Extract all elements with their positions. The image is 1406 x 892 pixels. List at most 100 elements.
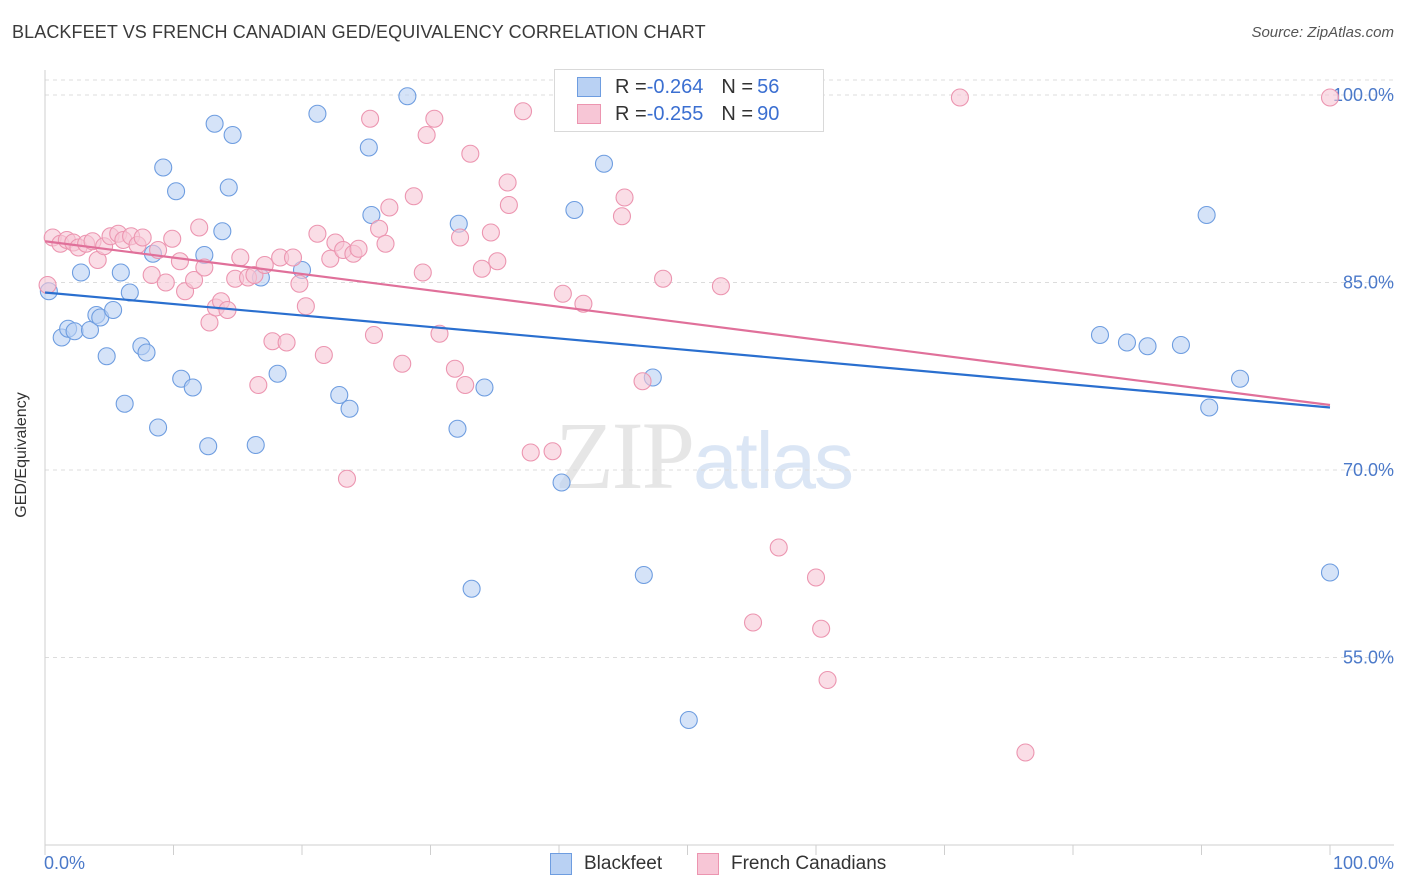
french-canadians-point	[249, 375, 268, 395]
y-axis-label: GED/Equivalency	[13, 392, 30, 518]
blackfeet-point	[223, 125, 242, 145]
blackfeet-point	[1197, 205, 1216, 225]
french-canadians-point	[190, 218, 209, 237]
blackfeet-point	[330, 385, 349, 405]
blackfeet-legend-label: Blackfeet	[584, 853, 663, 874]
y-tick-label: 55.0%	[1343, 648, 1394, 668]
french-canadians-point	[370, 219, 389, 238]
french-canadians-point	[425, 109, 444, 128]
x-tick-label-min: 0.0%	[44, 853, 85, 873]
blackfeet-point	[594, 154, 614, 173]
blackfeet-point	[565, 200, 584, 220]
legend-r-label: R =	[615, 102, 647, 125]
french-canadians-point	[314, 345, 333, 365]
french-canadians-point	[812, 619, 831, 638]
french-canadians-trendline	[44, 240, 1331, 407]
legend-r-value: -0.255	[646, 102, 704, 125]
french-canadians-point	[950, 88, 969, 107]
watermark-atlas: atlas	[693, 416, 854, 505]
blackfeet-point	[199, 437, 218, 456]
blackfeet-point	[115, 394, 134, 413]
legend-n-label: N =	[721, 102, 754, 125]
french-canadians-legend-label: French Canadians	[731, 853, 887, 874]
bottom-legend-blackfeet: Blackfeet	[550, 851, 662, 877]
legend-row-french-canadians: R = -0.255 N = 90	[577, 101, 779, 127]
y-tick-label: 85.0%	[1343, 273, 1394, 293]
french-canadians-point	[553, 284, 572, 303]
blackfeet-point	[475, 378, 494, 397]
blackfeet-point	[1200, 398, 1219, 417]
watermark-zip: ZIP	[555, 402, 695, 509]
french-canadians-point	[321, 249, 340, 268]
blackfeet-point	[552, 473, 571, 492]
french-canadians-point	[461, 144, 480, 163]
blackfeet-point	[111, 263, 130, 282]
blackfeet-point	[359, 138, 378, 157]
y-tick-label: 100.0%	[1333, 85, 1394, 105]
source-label: Source: ZipAtlas.com	[1251, 24, 1394, 41]
legend-row-blackfeet: R = -0.264 N = 56	[577, 74, 779, 100]
blackfeet-point	[340, 399, 359, 418]
legend-n-value: 56	[757, 75, 780, 98]
blackfeet-point	[1171, 335, 1190, 355]
blackfeet-point	[80, 320, 100, 340]
blackfeet-point	[1231, 369, 1250, 388]
french-canadians-swatch	[697, 853, 719, 875]
french-canadians-point	[231, 248, 250, 267]
french-canadians-point	[521, 443, 540, 462]
blackfeet-point	[183, 378, 202, 397]
blackfeet-point	[398, 87, 417, 106]
french-canadians-point	[404, 187, 423, 206]
stats-legend: R = -0.264 N = 56 R = -0.255 N = 90	[554, 69, 824, 132]
french-canadians-point	[615, 188, 634, 207]
french-canadians-swatch	[577, 104, 601, 124]
french-canadians-point	[349, 239, 368, 258]
french-canadians-point	[364, 325, 384, 345]
french-canadians-point	[769, 538, 788, 557]
blackfeet-point	[97, 347, 116, 366]
french-canadians-point	[200, 313, 219, 332]
blackfeet-point	[71, 263, 91, 282]
french-canadians-point	[337, 469, 357, 488]
blackfeet-trendline	[44, 291, 1331, 409]
blackfeet-point	[308, 104, 327, 123]
french-canadians-point	[170, 252, 189, 271]
blackfeet-point	[362, 205, 381, 225]
y-tick-label: 70.0%	[1343, 460, 1394, 480]
blackfeet-point	[149, 418, 168, 437]
french-canadians-point	[156, 273, 175, 292]
french-canadians-point	[574, 294, 593, 313]
french-canadians-point	[277, 333, 296, 352]
french-canadians-point	[445, 359, 464, 378]
french-canadians-point	[283, 248, 303, 267]
french-canadians-point	[818, 670, 837, 690]
french-canadians-point	[1320, 88, 1340, 107]
blackfeet-point	[462, 579, 481, 598]
french-canadians-point	[612, 207, 632, 226]
french-canadians-point	[417, 125, 436, 145]
blackfeet-swatch	[577, 77, 601, 97]
french-canadians-point	[185, 270, 204, 290]
bottom-legend-french-canadians: French Canadians	[697, 851, 886, 877]
legend-n-value: 90	[757, 102, 780, 125]
blackfeet-point	[1090, 325, 1110, 345]
french-canadians-point	[543, 442, 562, 461]
blackfeet-point	[634, 565, 653, 585]
french-canadians-point	[195, 258, 214, 277]
french-canadians-point	[413, 263, 432, 282]
french-canadians-point	[472, 259, 491, 278]
french-canadians-point	[488, 252, 507, 271]
blackfeet-point	[120, 283, 139, 302]
french-canadians-point	[380, 198, 399, 217]
french-canadians-point	[393, 354, 412, 373]
watermark: ZIPatlas	[555, 400, 854, 511]
french-canadians-point	[163, 229, 182, 248]
blackfeet-point	[1117, 333, 1137, 352]
blackfeet-swatch	[550, 853, 572, 875]
blackfeet-point	[219, 178, 238, 197]
blackfeet-point	[1138, 337, 1157, 356]
blackfeet-point	[205, 114, 224, 133]
chart-title: BLACKFEET VS FRENCH CANADIAN GED/EQUIVAL…	[12, 22, 706, 42]
french-canadians-point	[513, 102, 533, 121]
